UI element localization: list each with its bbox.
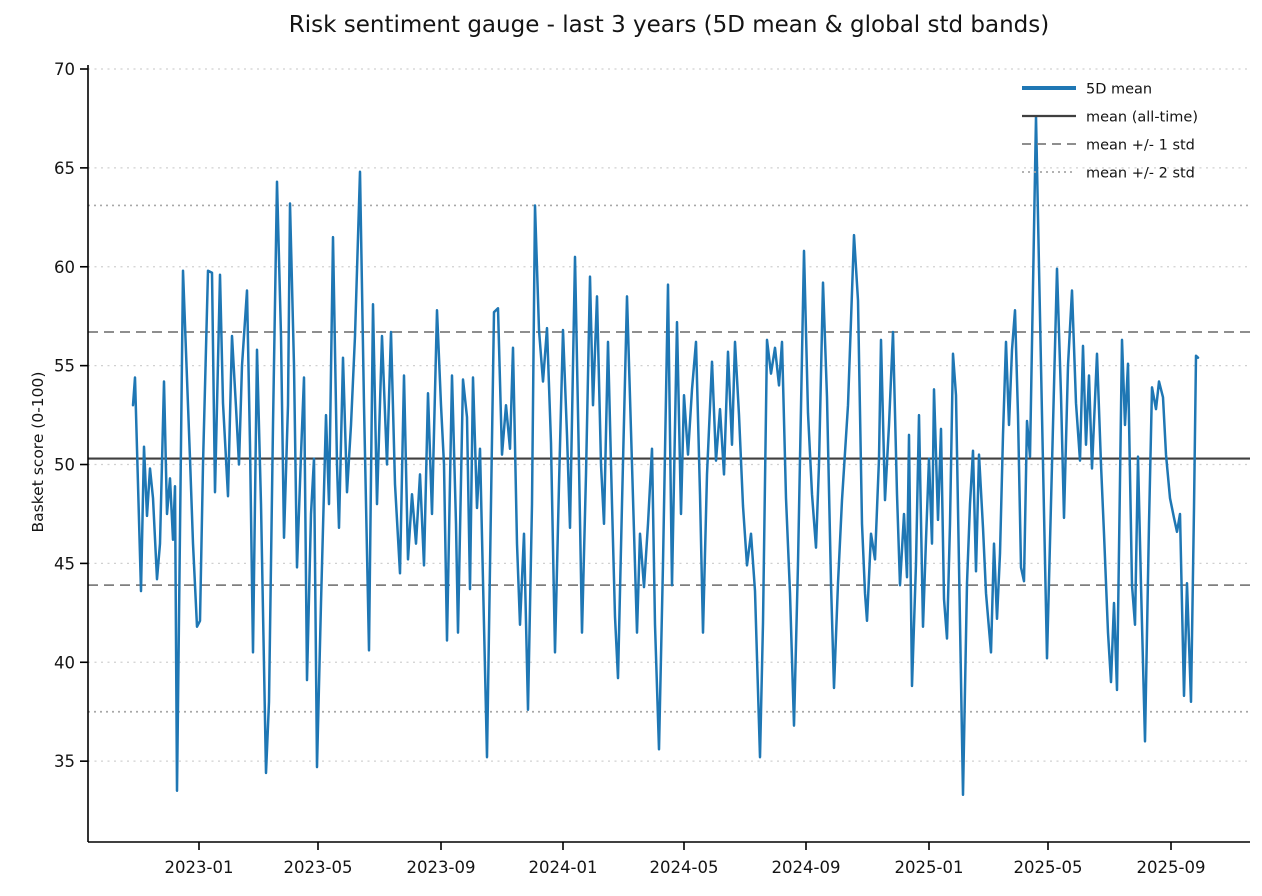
legend-label: mean (all-time) [1086,110,1198,126]
x-tick-label: 2024-05 [650,858,719,877]
x-tick-label: 2025-05 [1014,858,1083,877]
legend-label: mean +/- 1 std [1086,138,1195,154]
y-tick-label: 65 [54,159,75,178]
x-tick-label: 2024-01 [529,858,598,877]
series-5d-mean [131,115,1200,797]
y-tick-label: 40 [54,653,75,672]
legend-label: mean +/- 2 std [1086,166,1195,182]
x-tick-label: 2023-09 [407,858,476,877]
y-tick-label: 45 [54,554,75,573]
y-tick-label: 70 [54,60,75,79]
x-tick-label: 2025-01 [895,858,964,877]
y-tick-label: 50 [54,456,75,475]
y-tick-label: 60 [54,258,75,277]
x-tick-label: 2025-09 [1137,858,1206,877]
y-tick-label: 55 [54,357,75,376]
x-tick-label: 2023-05 [284,858,353,877]
x-tick-label: 2023-01 [165,858,234,877]
chart-title: Risk sentiment gauge - last 3 years (5D … [288,12,1050,38]
y-axis-label: Basket score (0-100) [29,371,47,533]
y-tick-label: 35 [54,752,75,771]
x-tick-label: 2024-09 [772,858,841,877]
legend-label: 5D mean [1086,82,1152,98]
